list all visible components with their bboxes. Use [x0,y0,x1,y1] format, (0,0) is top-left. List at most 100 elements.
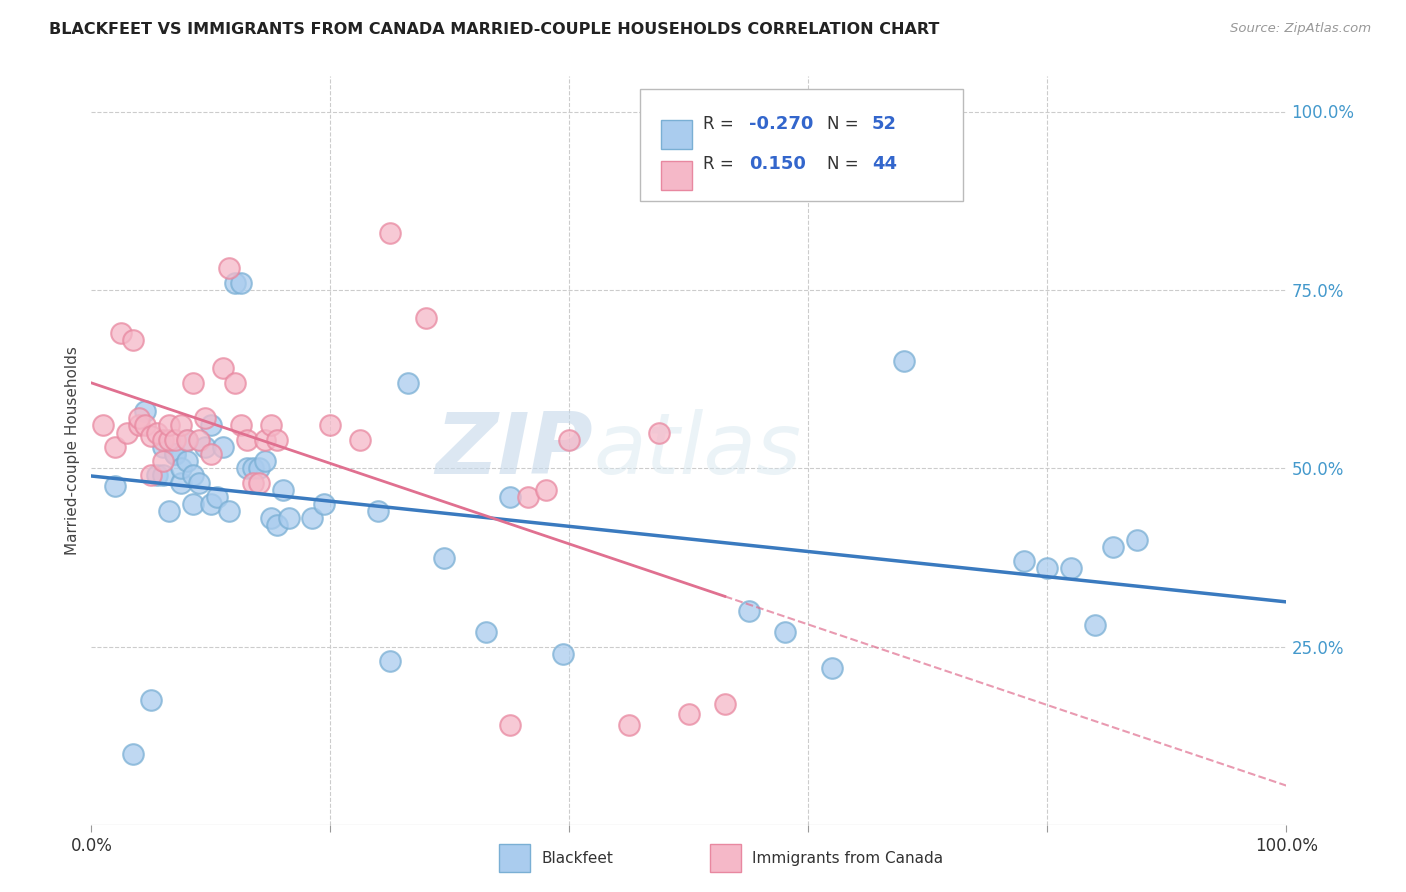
Point [157,504,180,518]
Point [1084,618,1107,632]
Point [821,661,844,675]
Point [1012,554,1035,568]
Point [224,276,246,290]
Point [433,550,456,565]
Point [163,447,186,461]
Point [1060,561,1083,575]
Point [200,418,222,433]
Point [152,454,174,468]
Point [176,433,198,447]
Point [498,718,520,732]
Text: N =: N = [827,155,863,173]
Point [122,747,145,761]
Point [115,425,138,440]
Text: 44: 44 [872,155,897,173]
Point [163,433,186,447]
Point [253,454,276,468]
Point [349,433,371,447]
Point [141,429,162,443]
Point [205,490,228,504]
Text: BLACKFEET VS IMMIGRANTS FROM CANADA MARRIED-COUPLE HOUSEHOLDS CORRELATION CHART: BLACKFEET VS IMMIGRANTS FROM CANADA MARR… [49,22,939,37]
Point [194,411,217,425]
Point [737,604,759,618]
Point [378,226,402,240]
Point [170,475,193,490]
Point [200,497,222,511]
Point [187,433,211,447]
Text: 52: 52 [872,115,897,133]
Point [141,468,162,483]
Point [534,483,557,497]
Point [128,411,150,425]
Point [152,440,174,454]
Point [211,361,233,376]
Point [247,475,270,490]
Point [247,461,270,475]
Point [110,326,132,340]
Point [648,425,671,440]
Text: Blackfeet: Blackfeet [541,851,613,865]
Point [773,625,796,640]
Point [146,425,169,440]
Point [235,433,259,447]
Point [893,354,915,368]
Point [181,376,204,390]
Point [714,697,737,711]
Point [553,647,575,661]
Point [314,497,336,511]
Point [1102,540,1125,554]
Point [259,418,281,433]
Point [378,654,402,668]
Point [415,311,437,326]
Point [152,468,174,483]
Point [170,461,193,475]
Point [271,483,294,497]
Point [181,468,204,483]
Point [200,447,222,461]
Point [558,433,581,447]
Text: R =: R = [703,115,740,133]
Point [319,418,342,433]
Point [141,693,162,707]
Point [516,490,538,504]
Point [194,440,217,454]
Point [176,433,198,447]
Point [242,475,264,490]
Point [218,261,240,276]
Point [266,433,288,447]
Point [152,433,174,447]
Point [128,418,150,433]
Point [678,707,700,722]
Point [253,433,276,447]
Y-axis label: Married-couple Households: Married-couple Households [65,346,80,555]
Point [396,376,419,390]
Text: Immigrants from Canada: Immigrants from Canada [752,851,943,865]
Point [170,418,193,433]
Point [93,418,114,433]
Point [266,518,288,533]
Point [235,461,259,475]
Text: 0.150: 0.150 [749,155,806,173]
Point [259,511,281,525]
Point [224,376,246,390]
Point [146,468,169,483]
Point [229,418,252,433]
Point [104,440,127,454]
Point [104,479,127,493]
Point [277,511,299,525]
Text: N =: N = [827,115,863,133]
Text: -0.270: -0.270 [749,115,814,133]
Point [242,461,264,475]
Point [301,511,323,525]
Point [1036,561,1059,575]
Text: atlas: atlas [593,409,801,492]
Point [218,504,240,518]
Point [367,504,389,518]
Point [211,440,233,454]
Text: Source: ZipAtlas.com: Source: ZipAtlas.com [1230,22,1371,36]
Point [1126,533,1149,547]
Point [122,333,145,347]
Text: R =: R = [703,155,744,173]
Point [181,497,204,511]
Point [157,418,180,433]
